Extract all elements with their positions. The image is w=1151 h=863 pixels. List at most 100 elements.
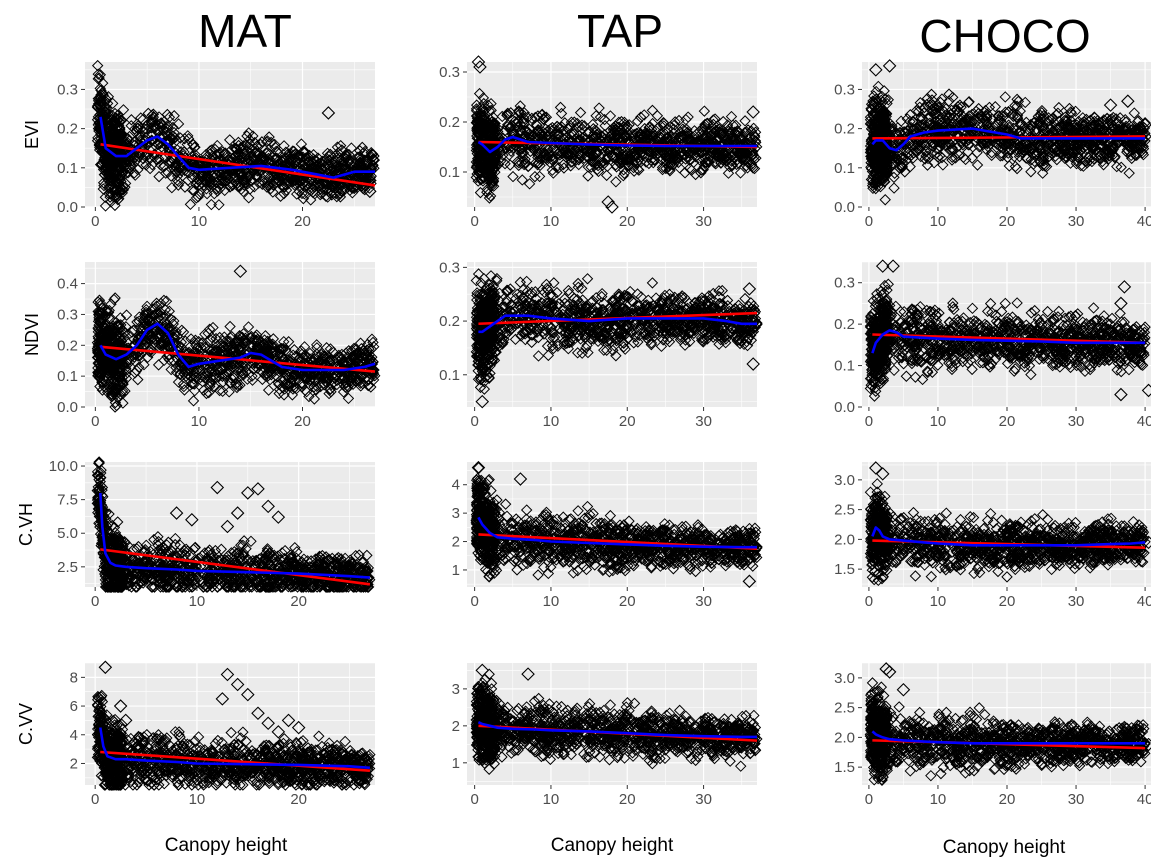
scatter-point — [124, 159, 137, 171]
scatter-point — [154, 159, 167, 171]
scatter-point — [340, 152, 352, 165]
scatter-point — [144, 162, 156, 175]
col-title-mat: MAT — [198, 5, 292, 57]
scatter-point — [291, 188, 303, 200]
scatter-point — [200, 183, 213, 195]
scatter-point — [182, 174, 194, 187]
scatter-point — [326, 160, 339, 172]
scatter-point — [139, 149, 152, 161]
scatter-point — [125, 147, 137, 160]
scatter-point — [144, 152, 157, 164]
x-tick-label: 20 — [999, 213, 1016, 230]
y-tick-label: 0.3 — [834, 81, 855, 98]
scatter-point — [95, 96, 107, 108]
scatter-point — [238, 147, 250, 159]
scatter-point — [163, 142, 175, 154]
scatter-point — [265, 136, 277, 149]
scatter-point — [213, 199, 225, 211]
scatter-point — [92, 68, 104, 80]
scatter-point — [363, 182, 376, 194]
y-tick-label: 0.3 — [439, 64, 460, 81]
y-tick-label: 0.0 — [834, 199, 855, 216]
x-tick-label: 10 — [543, 213, 560, 230]
x-axis-title-mat: Canopy height — [165, 835, 288, 856]
scatter-point — [94, 69, 107, 81]
y-tick-label: 0.0 — [57, 199, 78, 216]
scatter-point — [237, 185, 250, 198]
scatter-point — [92, 98, 105, 110]
scatter-point — [251, 140, 263, 152]
scatter-point — [167, 121, 179, 134]
scatter-point — [93, 144, 106, 156]
scatter-point — [172, 118, 185, 130]
y-tick-label: 0.1 — [439, 164, 460, 181]
scatter-point — [297, 145, 310, 157]
scatter-point — [205, 198, 218, 211]
scatter-point — [243, 192, 255, 204]
scatter-point — [117, 104, 130, 116]
scatter-point — [354, 145, 366, 157]
scatter-point — [110, 189, 123, 202]
scatter-point — [93, 72, 105, 84]
y-tick-label: 0.1 — [834, 160, 855, 177]
col-title-choco: CHOCO — [919, 10, 1090, 62]
scatter-point — [226, 179, 239, 192]
scatter-point — [161, 122, 173, 135]
y-tick-label: 0.3 — [57, 81, 78, 98]
scatter-point — [104, 181, 116, 194]
scatter-point — [166, 156, 178, 169]
scatter-point — [166, 181, 178, 194]
scatter-point — [288, 149, 300, 161]
scatter-point — [241, 178, 254, 190]
scatter-point — [186, 184, 199, 196]
scatter-point — [172, 175, 185, 188]
scatter-point — [295, 158, 308, 170]
scatter-point — [100, 167, 113, 180]
scatter-point — [147, 108, 160, 120]
scatter-point — [296, 187, 308, 200]
scatter-point — [256, 136, 268, 148]
scatter-point — [155, 145, 167, 157]
x-tick-label: 0 — [865, 213, 873, 230]
x-tick-label: 0 — [470, 213, 478, 230]
col-title-tap: TAP — [577, 5, 663, 57]
x-axis-title-choco: Canopy height — [943, 837, 1066, 858]
scatter-point — [267, 186, 279, 198]
scatter-point — [260, 136, 273, 148]
scatter-point — [239, 176, 252, 189]
scatter-point — [336, 185, 348, 197]
scatter-point — [125, 114, 138, 126]
scatter-point — [331, 190, 343, 203]
y-tick-label: 0.2 — [834, 121, 855, 138]
scatter-point — [184, 198, 197, 211]
scatter-point — [332, 153, 345, 166]
scatter-point — [106, 97, 119, 110]
scatter-point — [250, 147, 263, 159]
scatter-point — [181, 165, 193, 178]
y-tick-label: 0.2 — [439, 114, 460, 131]
x-tick-label: 20 — [619, 213, 636, 230]
y-tick-label: 0.2 — [57, 121, 78, 138]
scatter-point — [190, 192, 203, 204]
scatter-point — [345, 142, 358, 154]
scatter-point — [252, 177, 265, 189]
scatter-point — [263, 131, 275, 143]
scatter-point — [130, 125, 143, 138]
x-tick-label: 30 — [1068, 213, 1085, 230]
scatter-point — [295, 138, 308, 150]
scatter-point — [193, 178, 205, 191]
scatter-point — [274, 190, 287, 202]
x-tick-label: 10 — [930, 213, 947, 230]
y-axis-label: EVI — [22, 120, 42, 149]
scatter-point — [109, 199, 121, 212]
scatter-point — [242, 127, 255, 139]
scatter-point — [288, 145, 300, 158]
scatter-point — [223, 134, 236, 146]
scatter-point — [320, 190, 332, 202]
x-tick-label: 0 — [91, 213, 99, 230]
panel-tap-row0: 0 10 20 300.10.20.3 — [439, 55, 763, 230]
scatter-point — [114, 116, 126, 128]
